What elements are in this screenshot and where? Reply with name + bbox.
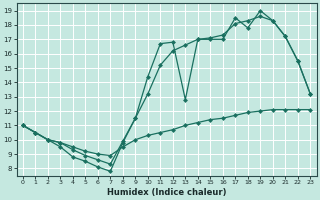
X-axis label: Humidex (Indice chaleur): Humidex (Indice chaleur): [107, 188, 226, 197]
